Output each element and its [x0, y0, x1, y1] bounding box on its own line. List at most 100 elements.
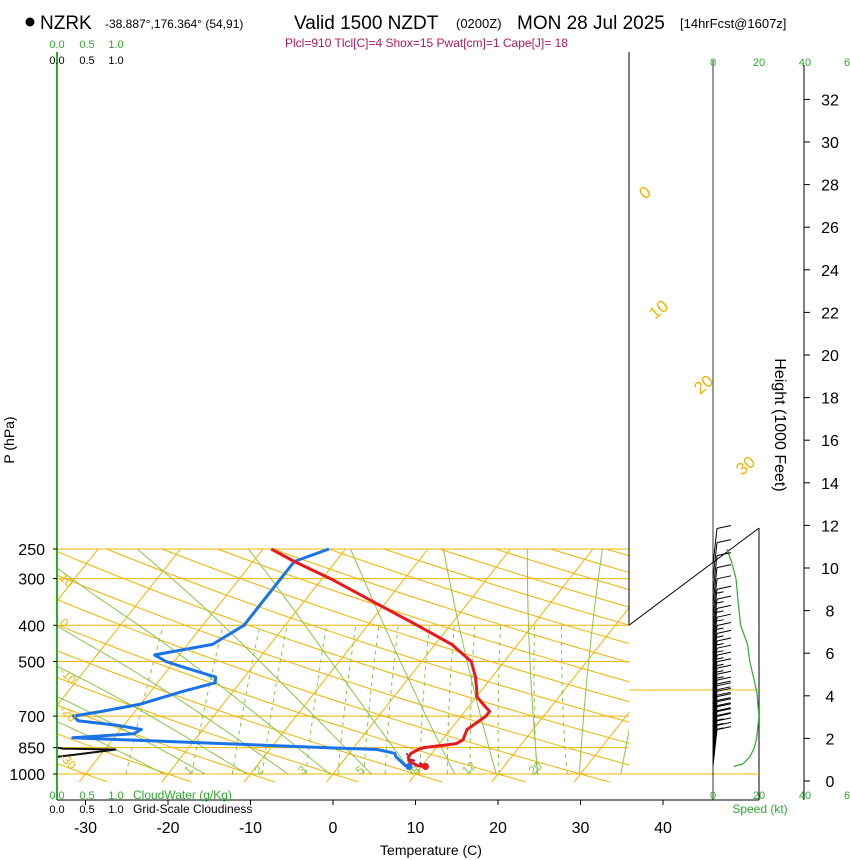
wind-barb-staff — [712, 633, 718, 670]
cloudiness-curve — [57, 746, 117, 774]
wind-barb-flag — [716, 564, 732, 569]
moist-adiabat-line — [57, 665, 247, 775]
wind-barb-flag — [716, 676, 732, 681]
moist-adiabat-line — [57, 721, 164, 775]
adiabat-right-label: 0 — [635, 182, 654, 203]
data-curves — [57, 547, 759, 774]
temperature-curve — [270, 547, 492, 768]
moist-adiabat-line — [137, 548, 372, 775]
pressure-tick-label: 400 — [18, 618, 45, 635]
wind-barb-staff — [712, 720, 718, 757]
cloudiness-axis-title: Grid-Scale Cloudiness — [133, 802, 252, 816]
height-tick-label: 12 — [821, 518, 839, 535]
speed-bottom-tick: 6 — [844, 790, 850, 802]
moist-adiabat-line — [526, 549, 539, 775]
station-id: NZRK — [40, 13, 92, 34]
wind-barb-flag — [716, 539, 732, 544]
wind-barb-flag — [716, 644, 732, 649]
dry-adiabat-line — [550, 548, 629, 574]
dry-adiabat-line — [57, 624, 526, 783]
wind-barb-half-flag — [716, 601, 724, 604]
wind-barb — [712, 595, 732, 636]
height-axis-title: Height (1000 Feet) — [771, 358, 788, 491]
wind-barbs — [712, 524, 732, 766]
wind-barb — [712, 637, 732, 678]
wind-barb — [712, 664, 732, 705]
station-dot-icon — [25, 17, 35, 27]
speed-top-tick: 0 — [710, 57, 716, 69]
mixing-ratio-line — [231, 625, 261, 775]
cloudwater-bottom-tick: 0.5 — [79, 790, 94, 802]
dry-adiabat-line — [57, 550, 629, 744]
axes: 100-10-20-300102030250300400500700850100… — [9, 39, 850, 837]
isotherm-line — [573, 711, 629, 783]
dewpoint-curve — [71, 547, 410, 768]
dry-adiabat-line — [106, 548, 629, 723]
cloudiness-top-tick: 1.0 — [108, 55, 123, 67]
isotherm-line — [57, 548, 181, 707]
wind-barb-staff — [712, 661, 718, 698]
wind-barb — [712, 575, 732, 615]
wind-barb — [712, 712, 732, 753]
wind-barb — [712, 622, 732, 662]
dry-adiabat-line — [773, 549, 850, 782]
wind-barb-staff — [712, 578, 718, 615]
reference-lines: 1 2 3 5 8 12 20 — [57, 548, 850, 783]
moist-adiabat-line — [350, 548, 456, 775]
speed-bottom-tick: 40 — [799, 790, 811, 802]
wind-barb — [712, 658, 732, 698]
dry-adiabat-line — [384, 548, 629, 626]
isotherm-line — [491, 607, 629, 783]
temperature-tick-label: 40 — [654, 820, 672, 837]
wind-barb-flag — [716, 585, 732, 590]
dry-adiabat-line — [57, 733, 192, 783]
height-tick-label: 24 — [821, 263, 839, 280]
mixing-ratio-line — [446, 625, 455, 774]
isotherm-line — [78, 548, 264, 783]
wind-barb — [712, 708, 732, 748]
speed-bottom-tick: 0 — [710, 790, 716, 802]
temperature-tick-label: -10 — [239, 820, 262, 837]
cloudiness-top-tick: 0.0 — [49, 55, 64, 67]
height-tick-label: 0 — [826, 774, 835, 791]
x-axis-title: Temperature (C) — [380, 842, 482, 858]
isotherm-line — [243, 548, 429, 783]
moist-adiabat-line — [248, 548, 414, 775]
wind-barb — [712, 717, 732, 757]
cloudwater-axis-title: CloudWater (g/Kg) — [133, 788, 232, 802]
temperature-tick-label: -20 — [156, 820, 179, 837]
wind-barb — [712, 687, 732, 728]
moist-adiabat-line — [57, 625, 289, 775]
wind-barb — [712, 613, 732, 654]
wind-barb-half-flag — [716, 663, 724, 667]
height-tick-label: 18 — [821, 391, 839, 408]
temperature-tick-label: -30 — [74, 820, 97, 837]
mixing-ratio-line — [191, 625, 224, 775]
cloudwater-bottom-tick: 0.0 — [49, 790, 64, 802]
height-tick-label: 22 — [821, 305, 839, 322]
wind-barb-half-flag — [716, 718, 724, 721]
wind-barb-half-flag — [716, 591, 724, 594]
forecast-run: [14hrFcst@1607z] — [680, 16, 786, 31]
mixing-ratio-line — [305, 625, 328, 775]
height-tick-label: 14 — [821, 476, 839, 493]
moist-adiabat-line — [57, 567, 331, 775]
side-panel — [628, 52, 760, 800]
height-tick-label: 2 — [826, 731, 835, 748]
wind-barb-flag — [716, 702, 731, 707]
wind-barb — [712, 682, 732, 722]
pressure-tick-label: 700 — [18, 709, 45, 726]
wind-barb-staff — [712, 599, 718, 636]
wind-barb-flag — [716, 693, 732, 698]
wind-barb-half-flag — [716, 722, 724, 726]
moist-adiabat-line — [620, 728, 629, 775]
pressure-tick-label: 300 — [18, 572, 45, 589]
wind-barb-half-flag — [716, 610, 724, 613]
wind-barb-flag — [716, 712, 732, 717]
height-tick-label: 32 — [821, 92, 839, 109]
wind-barb-staff — [712, 696, 718, 733]
dry-adiabat-line — [662, 549, 850, 782]
valid-time: Valid 1500 NZDT — [294, 13, 439, 34]
